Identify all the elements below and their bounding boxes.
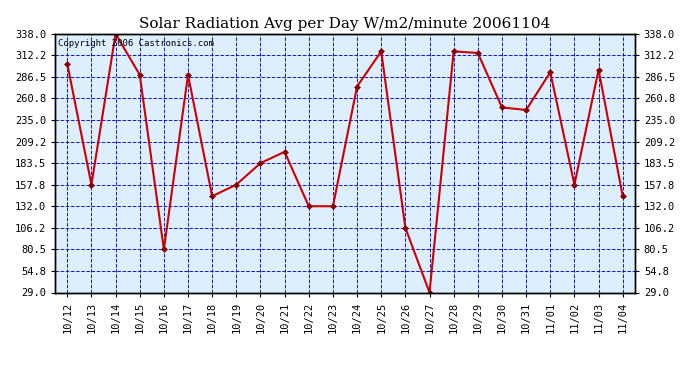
- Text: Copyright 2006 Castronics.com: Copyright 2006 Castronics.com: [58, 39, 214, 48]
- Title: Solar Radiation Avg per Day W/m2/minute 20061104: Solar Radiation Avg per Day W/m2/minute …: [139, 17, 551, 31]
